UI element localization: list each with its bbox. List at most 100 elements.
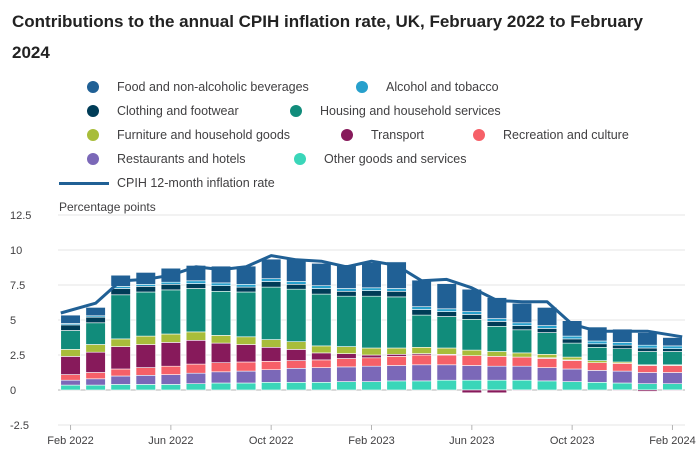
bar-segment bbox=[185, 372, 207, 385]
bar-stack bbox=[286, 258, 307, 391]
bar-segment bbox=[511, 365, 533, 381]
bar-stack bbox=[486, 297, 507, 394]
bar-segment bbox=[486, 318, 507, 322]
bar-segment bbox=[135, 384, 156, 391]
bar-segment bbox=[110, 375, 131, 385]
y-tick-label: -2.5 bbox=[10, 420, 29, 432]
bar-segment bbox=[236, 336, 257, 345]
bar-segment bbox=[236, 286, 257, 293]
bar-segment bbox=[411, 309, 432, 316]
bar-segment bbox=[386, 347, 407, 355]
bar-stack bbox=[536, 307, 558, 391]
y-axis-label: Percentage points bbox=[59, 200, 156, 214]
legend-label-transport: Transport bbox=[371, 128, 425, 142]
bar-segment bbox=[386, 380, 407, 391]
bar-segment bbox=[637, 389, 658, 392]
bar-segment bbox=[511, 302, 533, 324]
bar-segment bbox=[261, 286, 282, 340]
bar-segment bbox=[511, 356, 533, 367]
bar-segment bbox=[286, 381, 307, 391]
bar-segment bbox=[637, 372, 658, 384]
bar-segment bbox=[411, 346, 432, 354]
bar-segment bbox=[261, 258, 282, 280]
y-tick-label: 7.5 bbox=[10, 280, 25, 292]
bar-segment bbox=[185, 280, 207, 284]
legend-label-food: Food and non-alcoholic beverages bbox=[117, 80, 309, 94]
bar-stack bbox=[160, 267, 181, 391]
bar-segment bbox=[60, 314, 81, 324]
bar-segment bbox=[386, 288, 407, 292]
bar-stack bbox=[461, 288, 482, 394]
bar-segment bbox=[662, 337, 683, 347]
bar-segment bbox=[210, 382, 232, 391]
bar-stack bbox=[386, 261, 407, 391]
bar-segment bbox=[60, 349, 81, 357]
x-tick-label: Feb 2024 bbox=[649, 435, 695, 447]
legend-item-food: Food and non-alcoholic beverages bbox=[87, 80, 309, 94]
bar-segment bbox=[612, 370, 633, 384]
cpih-line bbox=[60, 254, 683, 339]
bar-segment bbox=[612, 348, 633, 363]
bar-segment bbox=[562, 338, 583, 344]
legend-swatch-restaurants bbox=[87, 153, 99, 165]
bar-segment bbox=[336, 290, 357, 297]
bar-segment bbox=[562, 368, 583, 382]
bar-segment bbox=[286, 367, 307, 383]
bar-segment bbox=[536, 332, 558, 355]
legend-swatch-other bbox=[294, 153, 306, 165]
y-tick-label: 5 bbox=[10, 315, 16, 327]
bar-segment bbox=[185, 283, 207, 289]
bar-segment bbox=[411, 354, 432, 366]
legend-item-furniture: Furniture and household goods bbox=[87, 128, 290, 142]
bar-segment bbox=[361, 287, 382, 291]
bar-segment bbox=[461, 379, 482, 391]
bar-segment bbox=[336, 264, 357, 289]
bar-stack bbox=[60, 314, 81, 391]
bar-segment bbox=[587, 362, 608, 371]
bar-segment bbox=[135, 291, 156, 337]
bar-segment bbox=[361, 354, 382, 359]
bar-segment bbox=[110, 294, 131, 340]
legend-item-restaurants: Restaurants and hotels bbox=[87, 152, 246, 166]
legend-item-cpih-line: CPIH 12-month inflation rate bbox=[59, 176, 275, 190]
bar-segment bbox=[461, 365, 482, 381]
bar-segment bbox=[261, 369, 282, 383]
bar-segment bbox=[411, 364, 432, 382]
bar-segment bbox=[386, 356, 407, 366]
legend-swatch-food bbox=[87, 81, 99, 93]
bar-segment bbox=[336, 353, 357, 359]
bar-segment bbox=[637, 351, 658, 366]
bar-segment bbox=[185, 331, 207, 341]
bar-segment bbox=[236, 291, 257, 338]
bar-stack bbox=[261, 258, 282, 391]
bar-segment bbox=[185, 363, 207, 374]
bar-stack bbox=[436, 283, 457, 391]
bar-segment bbox=[236, 382, 257, 391]
bar-segment bbox=[210, 371, 232, 384]
bar-segment bbox=[662, 383, 683, 391]
bar-segment bbox=[336, 295, 357, 347]
bar-segment bbox=[286, 360, 307, 369]
bar-segment bbox=[361, 357, 382, 367]
legend-label-restaurants: Restaurants and hotels bbox=[117, 152, 246, 166]
bar-segment bbox=[185, 339, 207, 365]
bar-segment bbox=[311, 293, 332, 347]
bar-segment bbox=[662, 348, 683, 352]
bar-stack bbox=[110, 274, 131, 391]
bar-segment bbox=[511, 329, 533, 354]
y-tick-label: 10 bbox=[10, 245, 22, 257]
bar-segment bbox=[587, 346, 608, 361]
bar-segment bbox=[361, 365, 382, 382]
bar-stack bbox=[637, 332, 658, 392]
y-axis: 12.5 10 7.5 5 2.5 0 -2.5 bbox=[10, 210, 31, 432]
legend-swatch-furniture bbox=[87, 129, 99, 141]
bar-segment bbox=[311, 367, 332, 383]
bar-segment bbox=[160, 365, 181, 375]
bar-segment bbox=[311, 359, 332, 368]
bar-segment bbox=[60, 374, 81, 381]
bar-segment bbox=[662, 365, 683, 373]
bar-segment bbox=[311, 285, 332, 289]
bar-segment bbox=[386, 365, 407, 382]
bar-stack bbox=[587, 326, 608, 391]
